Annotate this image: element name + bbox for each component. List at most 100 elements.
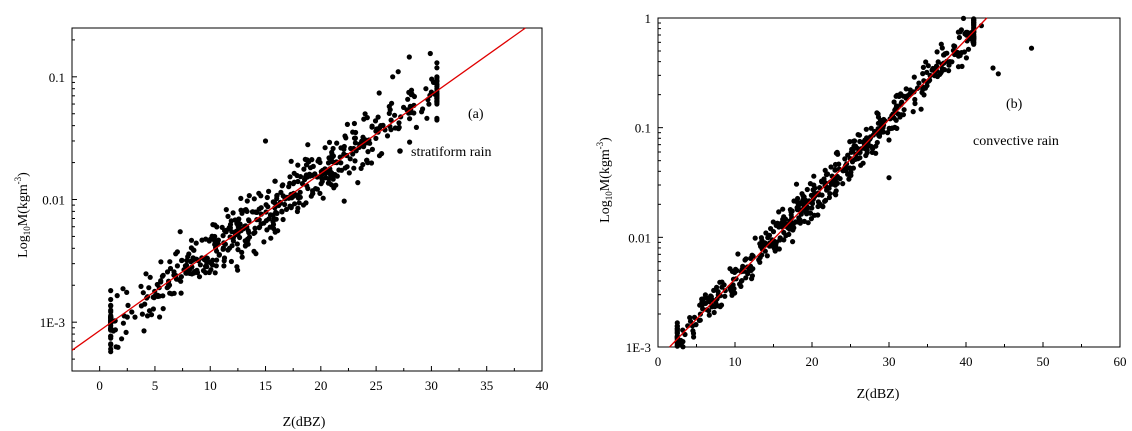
data-point (297, 189, 303, 195)
data-point (177, 229, 183, 235)
data-point (193, 240, 199, 246)
data-point (929, 67, 935, 73)
panel-a-x-ticks: 0 5 10 15 20 25 30 35 40 (96, 366, 549, 393)
data-point (185, 254, 191, 260)
data-point (700, 306, 706, 312)
data-point (280, 182, 286, 188)
data-point (880, 129, 886, 135)
data-point (903, 86, 909, 92)
data-point (346, 170, 352, 176)
data-point (223, 229, 229, 235)
data-point (703, 300, 709, 306)
data-point (237, 221, 243, 227)
data-point (174, 263, 180, 269)
data-point (934, 73, 941, 80)
data-point (411, 93, 417, 100)
data-point (173, 251, 179, 257)
data-point (679, 339, 685, 345)
data-point (864, 144, 870, 150)
data-point (227, 221, 234, 228)
data-point (242, 223, 248, 229)
data-point (396, 120, 402, 126)
data-point (923, 59, 929, 65)
data-point (373, 128, 379, 134)
data-point (961, 49, 968, 55)
data-point (781, 220, 787, 226)
data-point (795, 200, 801, 206)
data-point (408, 87, 415, 93)
data-point (395, 69, 401, 75)
data-point (687, 315, 693, 321)
data-point (766, 232, 773, 238)
data-point (811, 212, 818, 218)
data-point (164, 269, 171, 275)
data-point (219, 224, 225, 230)
data-point (732, 269, 738, 275)
data-point (922, 85, 929, 91)
data-point (420, 106, 426, 112)
data-point (408, 110, 414, 116)
data-point (272, 178, 278, 184)
data-point (828, 164, 834, 170)
data-point (971, 33, 977, 40)
data-point (257, 224, 263, 230)
data-point (856, 132, 863, 138)
data-point (287, 174, 293, 180)
data-point (242, 238, 248, 244)
data-point (108, 303, 114, 309)
data-point (317, 190, 323, 196)
data-point (787, 207, 794, 213)
x-tick-label: 15 (259, 378, 272, 393)
y-tick-label: 1E-3 (40, 315, 65, 330)
data-point (796, 215, 802, 221)
data-point (756, 257, 762, 263)
data-point (820, 204, 826, 210)
data-point (426, 101, 432, 107)
data-point (875, 114, 882, 120)
data-point (232, 217, 238, 223)
data-point (434, 117, 440, 123)
data-point (214, 257, 220, 263)
data-point (214, 224, 220, 230)
data-point (221, 263, 227, 269)
data-point (797, 220, 803, 226)
data-point (840, 181, 846, 187)
data-point (406, 54, 412, 60)
data-point (129, 309, 135, 315)
data-point (246, 193, 252, 199)
data-point (916, 80, 922, 86)
data-point (949, 59, 955, 65)
data-point (347, 156, 353, 162)
data-point (132, 314, 138, 320)
x-tick-label: 25 (370, 378, 383, 393)
data-point (914, 85, 921, 91)
data-point (291, 179, 297, 185)
data-point (362, 111, 368, 117)
data-point (307, 165, 314, 171)
data-point (323, 171, 329, 177)
data-point (740, 263, 746, 269)
data-point (221, 255, 228, 261)
x-tick-label: 35 (480, 378, 493, 393)
panel-b: 0 10 20 30 40 50 60 1E-3 0.01 0.1 1 (b) convectiv… (595, 11, 1127, 402)
panel-b-label: (b) (1006, 97, 1023, 112)
panel-b-x-axis-label: Z(dBZ) (857, 387, 900, 402)
data-point (237, 234, 243, 241)
data-point (933, 63, 940, 69)
data-point (851, 138, 858, 144)
data-point (396, 124, 402, 130)
data-point (934, 49, 940, 55)
data-point (351, 120, 357, 127)
data-point (722, 288, 728, 294)
data-point (918, 106, 924, 112)
data-point (297, 174, 304, 180)
data-point (274, 193, 280, 199)
x-tick-label: 40 (536, 378, 549, 393)
data-point (368, 160, 375, 166)
data-point (216, 252, 222, 258)
data-point (827, 191, 833, 197)
panel-a-legend-label: stratiform rain (411, 145, 491, 160)
data-point (804, 210, 810, 216)
data-point (252, 229, 258, 235)
data-point (386, 110, 392, 116)
